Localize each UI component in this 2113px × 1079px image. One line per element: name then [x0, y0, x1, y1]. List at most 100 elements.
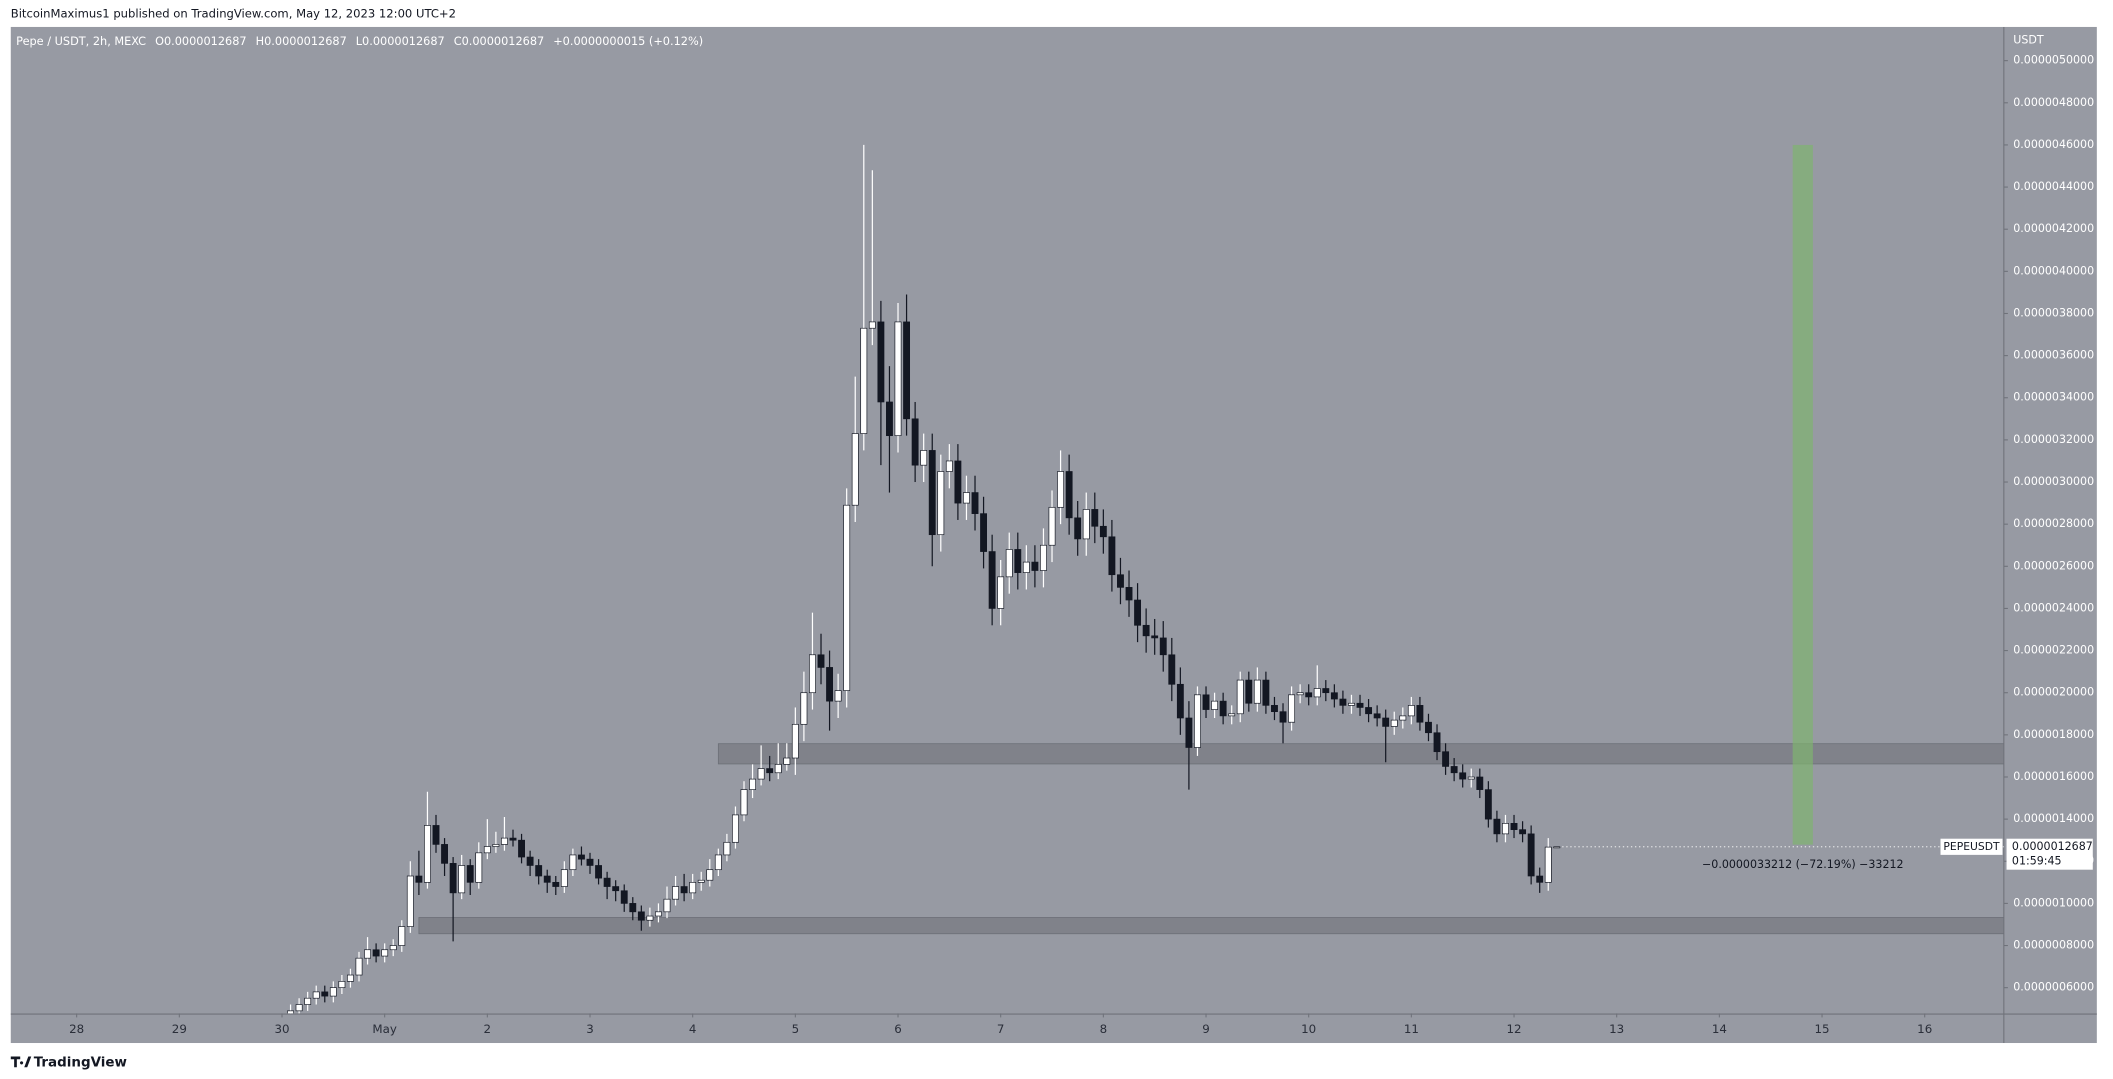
candle-body — [655, 911, 662, 917]
candle-body — [295, 1004, 303, 1012]
candle-body — [1202, 694, 1210, 710]
support-zone — [418, 917, 2004, 935]
candle-body — [1450, 766, 1458, 774]
candle-body — [774, 764, 782, 774]
candle-body — [466, 865, 474, 883]
candle-body — [501, 837, 508, 845]
y-tick-label: 0.0000032000 — [2013, 433, 2094, 446]
candle-body — [415, 875, 423, 883]
price-axis-unit: USDT — [2013, 33, 2044, 46]
candle-body — [449, 863, 457, 894]
y-tick-label: 0.0000016000 — [2013, 770, 2094, 783]
x-tick-label: 12 — [1506, 1022, 1521, 1036]
candle-body — [543, 875, 551, 883]
candle-body — [629, 903, 637, 913]
candle-body — [1262, 679, 1270, 706]
candle-body — [1476, 776, 1484, 790]
candle-body — [868, 321, 876, 329]
candle-body — [1348, 702, 1355, 706]
candle-body — [458, 865, 466, 894]
y-tick-label: 0.0000040000 — [2013, 264, 2094, 277]
x-tick-label: 10 — [1301, 1022, 1316, 1036]
y-tick-label: 0.0000026000 — [2013, 559, 2094, 572]
candle-body — [569, 854, 577, 871]
x-tick-label: 30 — [274, 1022, 289, 1036]
candle-body — [287, 1010, 294, 1014]
candle-body — [1484, 789, 1492, 820]
brand: TradingView — [34, 1055, 127, 1071]
candle-body — [441, 844, 448, 864]
candle-body — [509, 837, 517, 841]
candle-body — [1313, 688, 1321, 698]
candle-body — [432, 825, 440, 845]
candle-body — [372, 949, 380, 957]
candle-body — [475, 852, 483, 883]
y-tick-label: 0.0000038000 — [2013, 306, 2094, 319]
candle-body — [1005, 549, 1013, 578]
candle-body — [347, 974, 354, 982]
candle-body — [1022, 561, 1030, 573]
x-tick-label: May — [372, 1022, 397, 1036]
x-tick-label: 14 — [1712, 1022, 1727, 1036]
ohlc-value: 0.0000012687 — [462, 35, 545, 48]
candle-body — [1553, 846, 1561, 849]
candle-body — [1339, 698, 1347, 706]
y-tick-label: 0.0000042000 — [2013, 222, 2094, 235]
candle-body — [603, 877, 611, 887]
x-tick-label: 4 — [689, 1022, 697, 1036]
y-tick-label: 0.0000048000 — [2013, 96, 2094, 109]
candle-body — [740, 789, 748, 816]
candle-body — [1536, 875, 1544, 883]
x-tick-label: 16 — [1917, 1022, 1932, 1036]
candle-body — [1279, 711, 1287, 723]
y-tick-label: 0.0000044000 — [2013, 180, 2094, 193]
candle-body — [732, 814, 739, 843]
candle-body — [1425, 721, 1432, 734]
candle-body — [672, 886, 679, 900]
y-tick-label: 0.0000028000 — [2013, 517, 2094, 530]
candle-body — [1040, 544, 1047, 571]
candle-body — [535, 865, 543, 877]
y-tick-label: 0.0000046000 — [2013, 138, 2094, 151]
candle-body — [1168, 654, 1176, 685]
candle-body — [1142, 624, 1150, 637]
candle-body — [1407, 705, 1415, 717]
attribution: BitcoinMaximus1 published on TradingView… — [11, 7, 456, 21]
candle-body — [1211, 700, 1219, 710]
candle-body — [1459, 772, 1467, 780]
x-tick-label: 8 — [1100, 1022, 1108, 1036]
candle-body — [1031, 561, 1039, 571]
candle-body — [1253, 679, 1261, 704]
candle-body — [406, 875, 414, 927]
candle-body — [304, 997, 312, 1005]
candle-body — [646, 915, 654, 921]
candle-body — [1014, 549, 1022, 573]
candle-body — [834, 690, 842, 702]
candle-body — [338, 981, 346, 989]
candle-body — [809, 654, 816, 694]
candle-body — [612, 886, 620, 892]
candle-body — [971, 492, 979, 514]
candle-body — [663, 898, 671, 913]
candle-body — [1416, 705, 1424, 723]
candle-body — [945, 460, 953, 472]
legend: Pepe / USDT, 2h, MEXC O0.0000012687 H0.0… — [16, 35, 703, 48]
x-tick-label: 28 — [69, 1022, 84, 1036]
candle-body — [937, 471, 945, 536]
y-tick-label: 0.0000034000 — [2013, 391, 2094, 404]
candle-body — [424, 825, 431, 883]
candle-body — [689, 881, 697, 894]
candle-body — [1176, 683, 1184, 719]
ohlc-key: H — [256, 35, 265, 48]
ohlc-value: 0.0000012687 — [362, 35, 445, 48]
candle-body — [526, 856, 534, 866]
candle-body — [954, 460, 962, 504]
candle-body — [980, 513, 988, 552]
candle-body — [1322, 688, 1330, 694]
symbol: Pepe / USDT, 2h, MEXC — [16, 35, 146, 48]
x-tick-label: 6 — [894, 1022, 902, 1036]
candle-body — [1382, 717, 1390, 727]
candle-body — [886, 401, 893, 437]
candle-body — [1099, 525, 1107, 538]
